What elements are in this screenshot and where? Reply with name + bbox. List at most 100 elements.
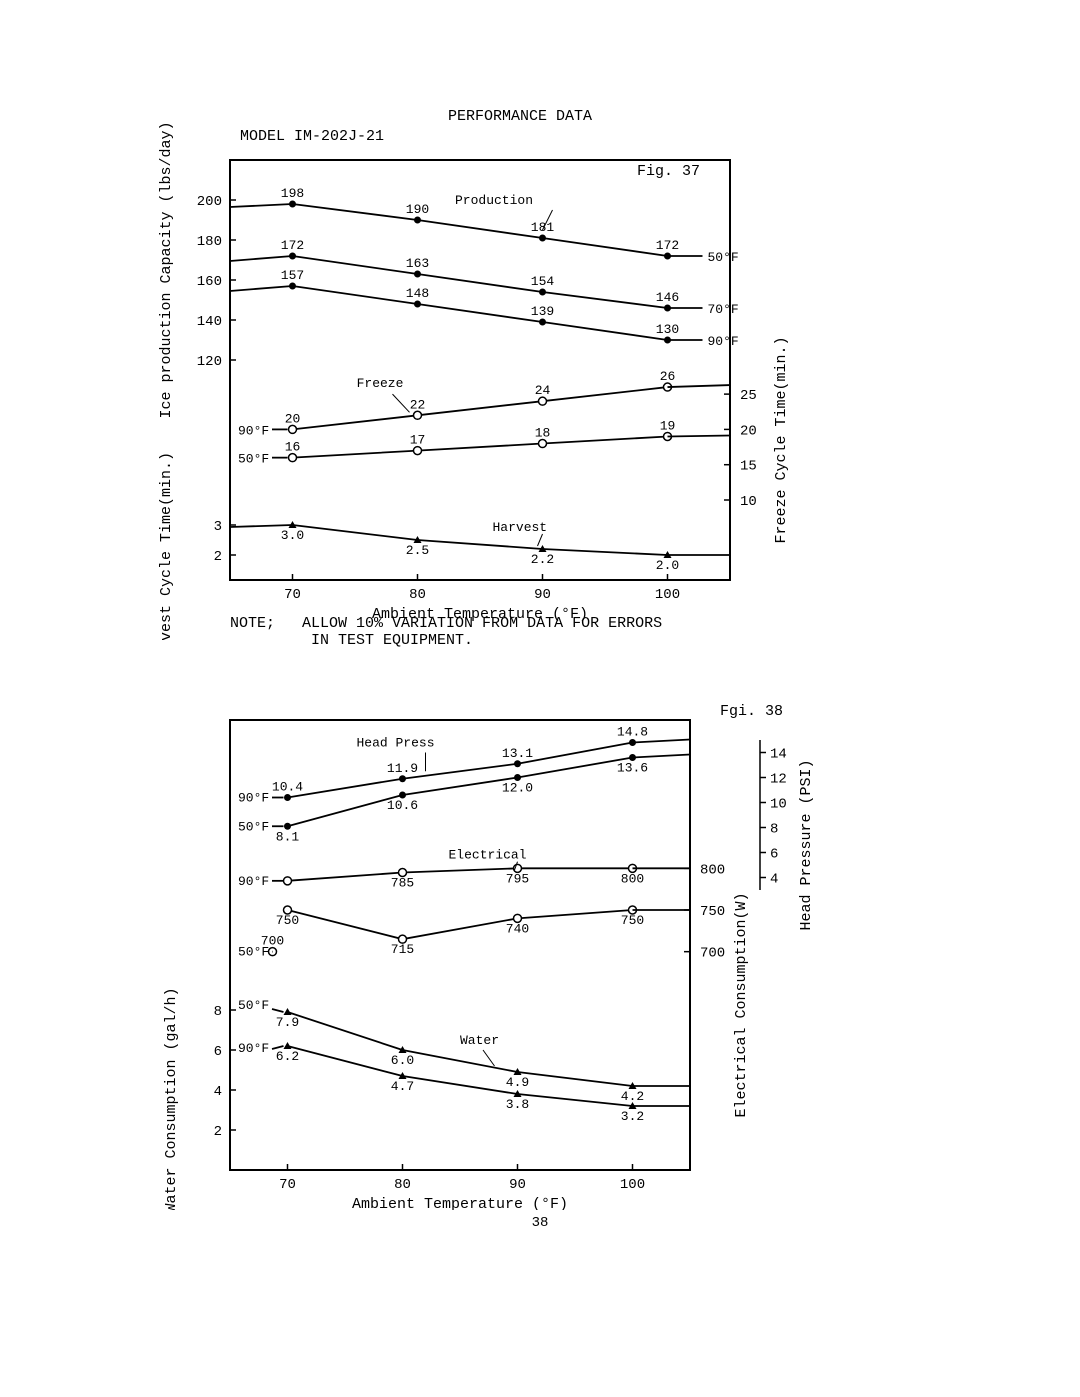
svg-text:50°F: 50°F: [238, 452, 269, 467]
svg-text:139: 139: [531, 304, 554, 319]
svg-text:4: 4: [770, 872, 778, 888]
svg-text:Electrical: Electrical: [449, 847, 527, 862]
svg-text:14: 14: [770, 747, 787, 763]
svg-text:740: 740: [506, 921, 529, 936]
svg-text:Freeze Cycle Time(min.): Freeze Cycle Time(min.): [773, 336, 790, 543]
svg-text:70: 70: [284, 587, 301, 603]
svg-text:16: 16: [285, 440, 301, 455]
page-number: 38: [532, 1215, 549, 1231]
svg-text:700: 700: [261, 934, 284, 949]
svg-text:715: 715: [391, 942, 414, 957]
svg-text:4.9: 4.9: [506, 1075, 529, 1090]
svg-text:120: 120: [197, 354, 222, 370]
svg-text:12.0: 12.0: [502, 781, 533, 796]
svg-text:Fgi. 38: Fgi. 38: [720, 703, 783, 720]
svg-text:19: 19: [660, 418, 676, 433]
svg-text:750: 750: [276, 913, 299, 928]
svg-text:20: 20: [285, 411, 301, 426]
svg-text:750: 750: [700, 904, 725, 920]
svg-text:13.6: 13.6: [617, 761, 648, 776]
svg-text:8: 8: [770, 822, 778, 838]
svg-text:25: 25: [740, 388, 757, 404]
svg-text:80: 80: [409, 587, 426, 603]
svg-text:Electrical Consumption(W): Electrical Consumption(W): [733, 892, 750, 1117]
svg-text:Head Press: Head Press: [357, 735, 435, 750]
svg-text:MODEL IM-202J-21: MODEL IM-202J-21: [240, 128, 384, 145]
svg-text:795: 795: [506, 871, 529, 886]
svg-text:70: 70: [279, 1177, 296, 1193]
svg-text:157: 157: [281, 268, 304, 283]
svg-text:3: 3: [214, 519, 222, 535]
svg-text:154: 154: [531, 274, 555, 289]
svg-text:172: 172: [281, 238, 304, 253]
svg-text:130: 130: [656, 322, 679, 337]
svg-text:24: 24: [535, 383, 551, 398]
svg-text:3.8: 3.8: [506, 1097, 529, 1112]
fig38-chart: 70 80 90 100 Ambient Temperature (°F) 2 4 6 8 Wat…: [90, 680, 990, 1210]
svg-text:90°F: 90°F: [238, 423, 269, 438]
note-block: NOTE; ALLOW 10% VARIATION FROM DATA FOR …: [230, 615, 662, 649]
svg-text:4.7: 4.7: [391, 1079, 414, 1094]
svg-text:90°F: 90°F: [238, 874, 269, 889]
svg-text:7.9: 7.9: [276, 1015, 299, 1030]
svg-text:18: 18: [535, 426, 551, 441]
svg-text:8.1: 8.1: [276, 829, 300, 844]
svg-text:163: 163: [406, 256, 429, 271]
svg-text:2.5: 2.5: [406, 543, 429, 558]
svg-text:100: 100: [620, 1177, 645, 1193]
svg-text:Fig. 37: Fig. 37: [637, 163, 700, 180]
svg-text:50°F: 50°F: [238, 998, 269, 1013]
svg-text:10.4: 10.4: [272, 780, 303, 795]
svg-text:90: 90: [509, 1177, 526, 1193]
svg-text:17: 17: [410, 433, 426, 448]
svg-text:160: 160: [197, 274, 222, 290]
svg-text:148: 148: [406, 286, 429, 301]
note-text2: IN TEST EQUIPMENT.: [311, 632, 473, 649]
svg-text:190: 190: [406, 202, 429, 217]
svg-text:800: 800: [621, 871, 644, 886]
svg-text:8: 8: [214, 1004, 222, 1020]
svg-text:80: 80: [394, 1177, 411, 1193]
svg-text:22: 22: [410, 397, 426, 412]
svg-text:Ambient Temperature (°F): Ambient Temperature (°F): [352, 1196, 568, 1210]
svg-text:Ice production Capacity (lbs/d: Ice production Capacity (lbs/day): [158, 121, 175, 418]
svg-text:Freeze: Freeze: [357, 376, 404, 391]
svg-text:20: 20: [740, 423, 757, 439]
svg-text:2: 2: [214, 1124, 222, 1140]
svg-text:100: 100: [655, 587, 680, 603]
svg-text:2.2: 2.2: [531, 552, 554, 567]
svg-text:10: 10: [770, 797, 787, 813]
svg-text:Harvest Cycle Time(min.): Harvest Cycle Time(min.): [158, 452, 175, 640]
svg-text:15: 15: [740, 459, 757, 475]
svg-text:Water Consumption (gal/h): Water Consumption (gal/h): [163, 987, 180, 1210]
svg-text:10.6: 10.6: [387, 798, 418, 813]
note-prefix: NOTE;: [230, 615, 275, 632]
svg-text:70°F: 70°F: [708, 302, 739, 317]
svg-text:146: 146: [656, 290, 679, 305]
svg-text:90: 90: [534, 587, 551, 603]
svg-text:14.8: 14.8: [617, 725, 648, 740]
svg-text:Harvest: Harvest: [493, 520, 548, 535]
svg-text:2: 2: [214, 549, 222, 565]
svg-text:6: 6: [770, 847, 778, 863]
svg-text:200: 200: [197, 194, 222, 210]
svg-text:198: 198: [281, 186, 304, 201]
svg-text:6.2: 6.2: [276, 1049, 299, 1064]
svg-text:700: 700: [700, 946, 725, 962]
note-text1: ALLOW 10% VARIATION FROM DATA FOR ERRORS: [302, 615, 662, 632]
svg-text:13.1: 13.1: [502, 746, 533, 761]
svg-text:90°F: 90°F: [708, 334, 739, 349]
svg-text:50°F: 50°F: [238, 819, 269, 834]
svg-text:180: 180: [197, 234, 222, 250]
svg-text:3.2: 3.2: [621, 1109, 644, 1124]
svg-text:12: 12: [770, 772, 787, 788]
svg-text:Water: Water: [460, 1033, 499, 1048]
svg-text:Head Pressure (PSI): Head Pressure (PSI): [798, 759, 815, 930]
svg-text:3.0: 3.0: [281, 528, 304, 543]
svg-text:785: 785: [391, 876, 414, 891]
svg-text:4: 4: [214, 1084, 222, 1100]
svg-text:90°F: 90°F: [238, 791, 269, 806]
fig37-chart: 708090100Ambient Temperature (°F)1201401…: [90, 80, 990, 640]
svg-text:750: 750: [621, 913, 644, 928]
svg-text:4.2: 4.2: [621, 1089, 644, 1104]
